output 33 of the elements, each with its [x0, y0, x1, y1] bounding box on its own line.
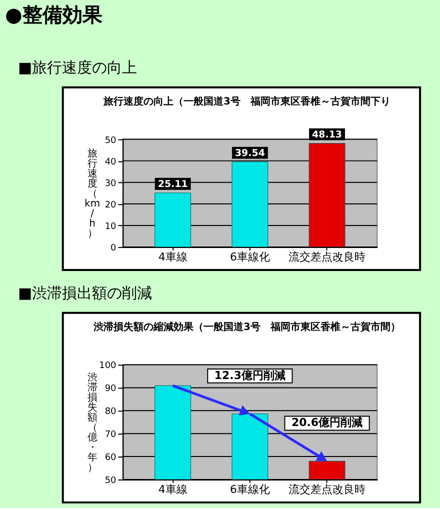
bar — [308, 143, 346, 248]
annotation: 20.6億円削減 — [291, 416, 363, 430]
x-tick-label: 流交差点改良時 — [288, 482, 366, 496]
y-tick-label: 50 — [104, 136, 117, 146]
x-tick-label: 4車線 — [158, 482, 188, 496]
chart-title: ■旅行速度の向上 — [18, 58, 138, 76]
y-tick-label: 90 — [104, 384, 117, 394]
text: 旅行速度（km/h） — [84, 148, 100, 240]
chart-subtitle: 渋滞損失額の縮減効果（一般国道3号 福岡市東区香椎～古賀市間） — [92, 320, 400, 333]
text: ●整備効果 — [4, 2, 104, 27]
bar — [154, 192, 192, 248]
bar — [232, 162, 268, 248]
annotation: 12.3億円削減 — [214, 368, 286, 382]
x-tick-label: 6車線化 — [230, 250, 270, 264]
y-tick-label: 100 — [99, 361, 117, 372]
y-tick-label: 60 — [104, 453, 117, 464]
chart-title: ■渋滞損出額の削減 — [18, 284, 152, 302]
data-label: 25.11 — [158, 178, 188, 190]
y-tick-label: 80 — [104, 407, 117, 418]
text: 渋滞損失額（億・年） — [87, 372, 98, 474]
data-label: 39.54 — [234, 148, 266, 159]
x-tick-label: 流交差点改良時 — [288, 250, 366, 264]
data-label: 48.13 — [312, 129, 342, 140]
y-tick-label: 50 — [104, 476, 117, 486]
y-tick-label: 30 — [104, 178, 117, 189]
y-tick-label: 70 — [104, 430, 117, 440]
x-tick-label: 4車線 — [158, 250, 188, 264]
chart-subtitle: 旅行速度の向上（一般国道3号 福岡市東区香椎～古賀市間下り — [102, 95, 390, 108]
y-tick-label: 20 — [104, 200, 117, 210]
y-tick-label: 0 — [110, 244, 117, 254]
y-tick-label: 10 — [104, 222, 117, 232]
x-tick-label: 6車線化 — [230, 482, 270, 496]
y-tick-label: 40 — [104, 157, 117, 168]
